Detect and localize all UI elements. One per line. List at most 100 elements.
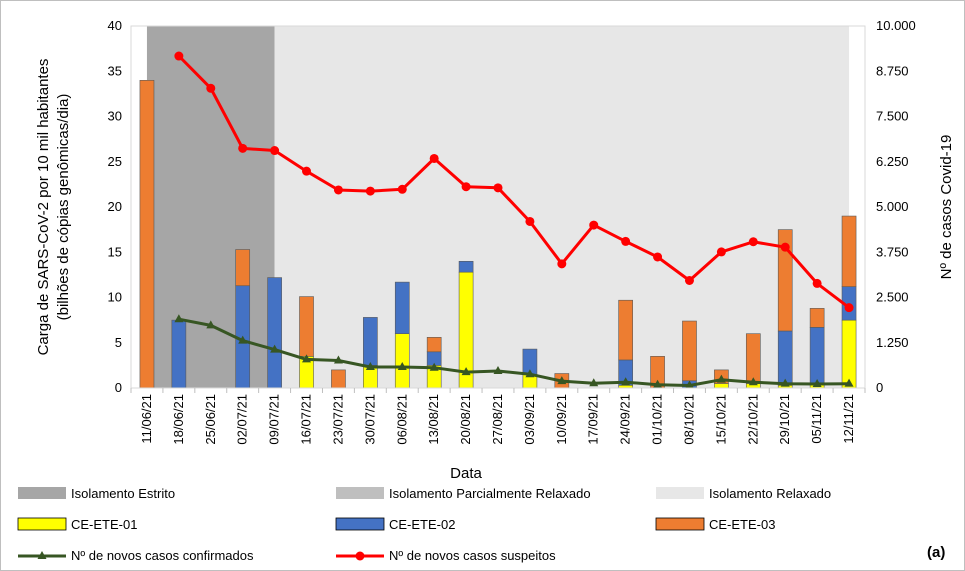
y-axis-left: 0 5 10 15 20 25 30 35 40	[108, 18, 122, 395]
point-n-de-novos-casos-suspeitos-7	[365, 186, 375, 196]
legend-marker-confirmados	[37, 551, 47, 559]
point-n-de-novos-casos-suspeitos-19	[748, 237, 758, 247]
point-n-de-novos-casos-confirmados-9	[429, 362, 439, 371]
y2-tick-label-2: 2.500	[876, 290, 909, 305]
bar-ce-ete-03-9	[426, 337, 442, 353]
y-tick-label-0: 0	[115, 380, 122, 395]
point-n-de-novos-casos-confirmados-12	[525, 369, 535, 378]
x-tick-label-12: 03/09/21	[522, 394, 537, 445]
point-n-de-novos-casos-confirmados-21	[812, 379, 822, 388]
point-n-de-novos-casos-confirmados-15	[621, 377, 631, 386]
point-n-de-novos-casos-suspeitos-14	[589, 220, 599, 230]
point-n-de-novos-casos-confirmados-13	[557, 376, 567, 385]
y-tick-label-4: 20	[108, 199, 122, 214]
legend: Isolamento Estrito Isolamento Parcialmen…	[17, 486, 831, 563]
band-isolamento-estrito	[146, 26, 275, 388]
bar-ce-ete-03-5	[299, 296, 314, 357]
bar-ce-ete-02-8	[394, 281, 410, 334]
legend-label-suspeitos: Nº de novos casos suspeitos	[389, 548, 556, 563]
isolation-bands	[146, 26, 850, 388]
bar-ce-ete-03-6	[331, 369, 346, 389]
x-tick-label-22: 12/11/21	[841, 394, 856, 444]
point-n-de-novos-casos-suspeitos-21	[812, 278, 822, 288]
point-n-de-novos-casos-confirmados-7	[365, 362, 375, 371]
y-tick-label-6: 30	[108, 109, 122, 124]
point-n-de-novos-casos-suspeitos-3	[238, 143, 248, 153]
bar-ce-ete-02-1	[171, 319, 187, 389]
bar-ce-ete-03-15	[618, 299, 633, 361]
legend-label-ce-ete-01: CE-ETE-01	[71, 517, 137, 532]
point-n-de-novos-casos-suspeitos-8	[397, 184, 407, 194]
bar-ce-ete-02-7	[363, 317, 378, 366]
legend-label-isolamento-parcial: Isolamento Parcialmente Relaxado	[389, 486, 591, 501]
y-axis-title-line1: Carga de SARS-CoV-2 por 10 mil habitante…	[35, 59, 52, 356]
point-n-de-novos-casos-suspeitos-12	[525, 216, 535, 226]
series-line-n-de-novos-casos-confirmados	[178, 317, 850, 387]
x-tick-label-20: 29/10/21	[777, 394, 792, 445]
bar-ce-ete-03-21	[809, 308, 825, 328]
y2-tick-label-1: 1.250	[876, 335, 909, 350]
point-n-de-novos-casos-suspeitos-2	[206, 83, 216, 93]
legend-swatch-isolamento-parcial	[336, 487, 384, 499]
bar-ce-ete-03-20	[777, 229, 793, 332]
legend-label-isolamento-relaxado: Isolamento Relaxado	[709, 486, 831, 501]
point-n-de-novos-casos-confirmados-14	[589, 378, 599, 387]
series-line-n-de-novos-casos-suspeitos	[177, 54, 850, 309]
legend-swatch-isolamento-relaxado	[656, 487, 704, 499]
point-n-de-novos-casos-suspeitos-13	[557, 259, 567, 269]
point-n-de-novos-casos-suspeitos-6	[333, 185, 343, 195]
y-axis-title-line2: (bilhões de cópias genômicas/dia)	[55, 94, 72, 321]
x-tick-label-5: 16/07/21	[299, 394, 314, 445]
point-n-de-novos-casos-confirmados-20	[780, 378, 790, 387]
y2-tick-label-7: 8.750	[876, 63, 909, 78]
point-n-de-novos-casos-suspeitos-18	[716, 247, 726, 257]
x-tick-label-7: 30/07/21	[362, 394, 377, 445]
point-n-de-novos-casos-suspeitos-9	[429, 153, 439, 163]
point-n-de-novos-casos-suspeitos-16	[653, 252, 663, 262]
point-n-de-novos-casos-suspeitos-20	[780, 242, 790, 252]
y-tick-label-3: 15	[108, 244, 122, 259]
bar-ce-ete-01-18	[714, 383, 729, 389]
y-tick-label-5: 25	[108, 154, 122, 169]
y2-tick-label-4: 5.000	[876, 199, 909, 214]
x-tick-label-17: 08/10/21	[681, 394, 696, 445]
x-axis: 11/06/21 18/06/21 25/06/21 02/07/21 09/07/21…	[130, 387, 866, 445]
y2-tick-label-6: 7.500	[876, 109, 909, 124]
x-tick-label-1: 18/06/21	[171, 394, 186, 445]
y-tick-label-7: 35	[108, 63, 122, 78]
band-isolamento-relaxado	[274, 26, 850, 388]
x-tick-label-10: 20/08/21	[458, 394, 473, 445]
y2-tick-label-0: 0	[876, 380, 883, 395]
legend-swatch-ce-ete-03	[655, 517, 705, 531]
point-n-de-novos-casos-confirmados-18	[716, 374, 726, 383]
point-n-de-novos-casos-suspeitos-22	[844, 303, 854, 313]
x-tick-label-15: 24/09/21	[618, 394, 633, 445]
x-axis-title: Data	[450, 465, 482, 482]
bar-ce-ete-01-8	[394, 333, 410, 389]
bar-ce-ete-02-10	[458, 260, 474, 273]
point-n-de-novos-casos-confirmados-6	[333, 355, 343, 364]
point-n-de-novos-casos-confirmados-8	[397, 362, 407, 371]
point-n-de-novos-casos-confirmados-1	[174, 314, 184, 323]
point-n-de-novos-casos-confirmados-3	[238, 335, 248, 344]
point-n-de-novos-casos-suspeitos-11	[493, 183, 503, 193]
bar-ce-ete-03-22	[841, 215, 857, 287]
y-tick-label-2: 10	[108, 290, 122, 305]
point-n-de-novos-casos-suspeitos-10	[461, 182, 471, 192]
bar-ce-ete-03-3	[235, 249, 251, 287]
x-tick-label-14: 17/09/21	[586, 394, 601, 445]
bar-ce-ete-03-19	[745, 333, 761, 384]
x-tick-label-6: 23/07/21	[330, 394, 345, 445]
point-n-de-novos-casos-suspeitos-17	[684, 275, 694, 285]
line-series	[174, 51, 854, 389]
x-tick-label-13: 10/09/21	[554, 394, 569, 445]
legend-swatch-ce-ete-02	[335, 517, 385, 531]
x-tick-label-8: 06/08/21	[394, 394, 409, 445]
bar-ce-ete-02-21	[809, 327, 825, 384]
point-n-de-novos-casos-suspeitos-4	[270, 146, 280, 156]
y-axis-right: 0 1.250 2.500 3.750 5.000 6.250 7.500 8.750 10.0…	[876, 18, 916, 395]
legend-swatch-isolamento-estrito	[18, 487, 66, 499]
x-tick-label-21: 05/11/21	[809, 394, 824, 444]
y2-tick-label-5: 6.250	[876, 154, 909, 169]
